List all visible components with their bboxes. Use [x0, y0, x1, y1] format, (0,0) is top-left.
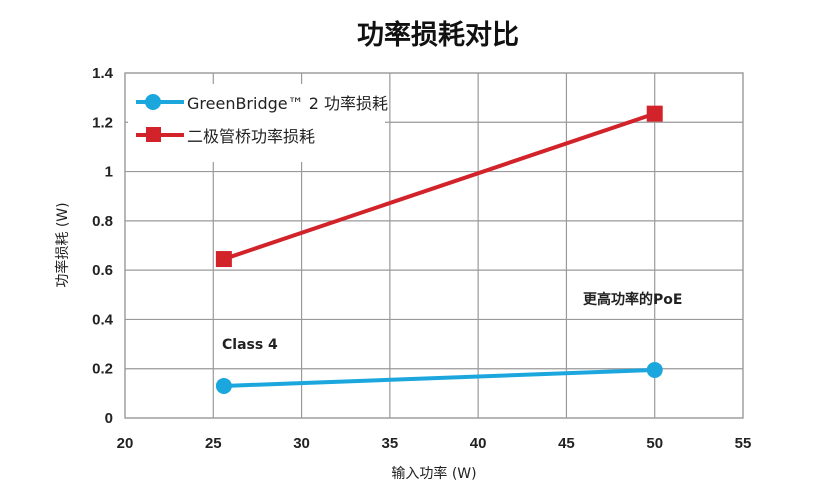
y-tick-label-3: 0.6: [92, 262, 113, 279]
x-tick-label-1: 25: [205, 435, 222, 452]
legend-marker-diode-bridge: [146, 127, 161, 142]
series-1-point-1: [646, 105, 663, 122]
legend-label-diode-bridge: 二极管桥功率损耗: [187, 127, 315, 146]
legend-marker-greenbridge: [145, 94, 161, 110]
series-line-0: [223, 367, 655, 388]
series-0-point-0: [215, 377, 232, 394]
x-axis-label: 输入功率 (W): [391, 465, 476, 482]
y-tick-label-7: 1.4: [92, 65, 114, 82]
chart-title: 功率损耗对比: [357, 19, 519, 51]
x-tick-labels: 20 25 30 35 40 45 50 55: [117, 435, 752, 452]
y-tick-label-4: 0.8: [92, 213, 113, 230]
y-tick-label-6: 1.2: [92, 114, 113, 131]
y-tick-label-0: 0: [105, 410, 113, 427]
grid-lines: [124, 72, 744, 419]
legend-box: [128, 84, 385, 162]
series-1-point-0: [215, 251, 232, 268]
series-0-point-1: [646, 361, 663, 378]
series-group: [215, 105, 663, 394]
y-tick-label-2: 0.4: [92, 311, 114, 328]
y-axis-label: 功率损耗 (W): [54, 202, 71, 287]
annotation-class4: Class 4: [222, 337, 278, 353]
x-tick-label-2: 30: [293, 435, 310, 452]
x-tick-label-0: 20: [117, 435, 134, 452]
y-tick-label-5: 1: [105, 164, 113, 181]
x-tick-label-3: 35: [382, 435, 399, 452]
x-tick-label-4: 40: [470, 435, 487, 452]
legend: GreenBridge™ 2 功率损耗 二极管桥功率损耗: [128, 84, 388, 162]
legend-label-greenbridge: GreenBridge™ 2 功率损耗: [187, 94, 388, 113]
x-tick-label-6: 50: [646, 435, 663, 452]
x-tick-label-5: 45: [558, 435, 575, 452]
y-tick-label-1: 0.2: [92, 361, 113, 378]
y-tick-labels: 0 0.2 0.4 0.6 0.8 1 1.2 1.4: [92, 65, 114, 427]
series-line-1: [223, 111, 656, 261]
x-tick-label-7: 55: [735, 435, 752, 452]
annotation-higher-power-poe: 更高功率的PoE: [583, 291, 682, 308]
